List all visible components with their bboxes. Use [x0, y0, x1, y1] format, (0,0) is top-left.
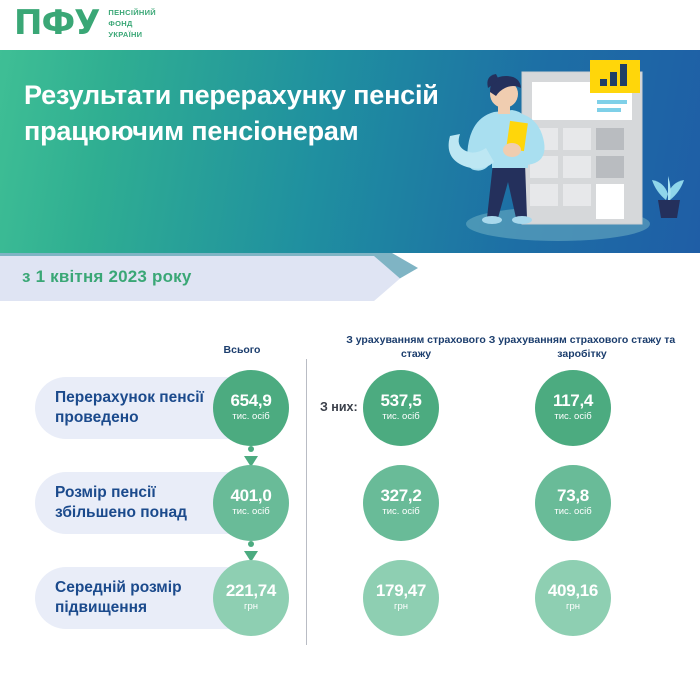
- metric-value: 654,9: [230, 390, 272, 410]
- table-row: Розмір пенсії збільшено понад 401,0 тис.…: [0, 465, 700, 541]
- data-section: Всього З урахуванням страхового стажу З …: [0, 301, 700, 673]
- pfu-logo-line-1: Пенсійний: [108, 8, 156, 17]
- column-header-total: Всього: [223, 344, 261, 356]
- metric-bubble-insurance-record-and-earnings: 409,16 грн: [535, 560, 611, 636]
- metric-value: 409,16: [547, 580, 599, 600]
- arrow-dot: [248, 446, 254, 452]
- metric-unit: тис. осіб: [554, 505, 592, 517]
- metric-value: 117,4: [552, 390, 594, 410]
- metric-value: 401,0: [230, 485, 272, 505]
- metric-bubble-insurance-record: 179,47 грн: [363, 560, 439, 636]
- arrow-down-icon: [244, 541, 258, 571]
- table-row: Перерахунок пенсії проведено 654,9 тис. …: [0, 370, 700, 446]
- metric-bubble-total: 221,74 грн: [213, 560, 289, 636]
- metric-value: 327,2: [380, 485, 422, 505]
- metric-bubble-total: 401,0 тис. осіб: [213, 465, 289, 541]
- row-label: Розмір пенсії збільшено понад: [55, 484, 187, 522]
- arrow-dot: [248, 541, 254, 547]
- pfu-logo-line-3: України: [108, 29, 143, 39]
- metric-unit: тис. осіб: [382, 505, 420, 517]
- arrow-triangle: [244, 551, 258, 562]
- arrow-triangle: [244, 456, 258, 467]
- of-which-label: З них:: [320, 400, 358, 414]
- metric-unit: тис. осіб: [382, 410, 420, 422]
- metric-bubble-insurance-record: 537,5 тис. осіб: [363, 370, 439, 446]
- hero-illustration: [448, 60, 684, 241]
- vertical-divider: [306, 359, 307, 645]
- metric-value: 73,8: [557, 485, 589, 505]
- metric-value: 221,74: [225, 580, 277, 600]
- table-row: Середній розмір підвищення 221,74 грн 17…: [0, 560, 700, 636]
- metric-unit: грн: [394, 600, 408, 612]
- header-banner: Результати перерахунку пенсій працюючим …: [0, 50, 700, 253]
- metric-value: 179,47: [375, 580, 427, 600]
- metric-bubble-total: 654,9 тис. осіб: [213, 370, 289, 446]
- subtitle-bar: з 1 квітня 2023 року: [0, 253, 700, 301]
- column-header-insurance-record-and-earnings: З урахуванням страхового стажу та заробі…: [488, 334, 676, 361]
- metric-bubble-insurance-record-and-earnings: 117,4 тис. осіб: [535, 370, 611, 446]
- metric-unit: тис. осіб: [554, 410, 592, 422]
- metric-bubble-insurance-record-and-earnings: 73,8 тис. осіб: [535, 465, 611, 541]
- metric-unit: грн: [566, 600, 580, 612]
- pfu-logo-mark: ПФУ: [14, 3, 100, 44]
- metric-bubble-insurance-record: 327,2 тис. осіб: [363, 465, 439, 541]
- pfu-logo-line-2: фонд: [108, 18, 133, 28]
- metric-value: 537,5: [380, 390, 422, 410]
- page-title: Результати перерахунку пенсій працюючим …: [24, 80, 439, 146]
- row-label: Середній розмір підвищення: [55, 579, 182, 617]
- arrow-down-icon: [244, 446, 258, 476]
- pfu-logo-subtitle: Пенсійний фонд України: [108, 6, 156, 41]
- row-label: Перерахунок пенсії проведено: [55, 389, 204, 427]
- subtitle-text: з 1 квітня 2023 року: [22, 267, 192, 286]
- metric-unit: грн: [244, 600, 258, 612]
- subtitle-band: [0, 256, 400, 301]
- metric-unit: тис. осіб: [232, 505, 270, 517]
- column-header-insurance-record: З урахуванням страхового стажу: [346, 334, 486, 361]
- metric-unit: тис. осіб: [232, 410, 270, 422]
- pfu-logo[interactable]: ПФУ Пенсійний фонд України: [14, 6, 156, 41]
